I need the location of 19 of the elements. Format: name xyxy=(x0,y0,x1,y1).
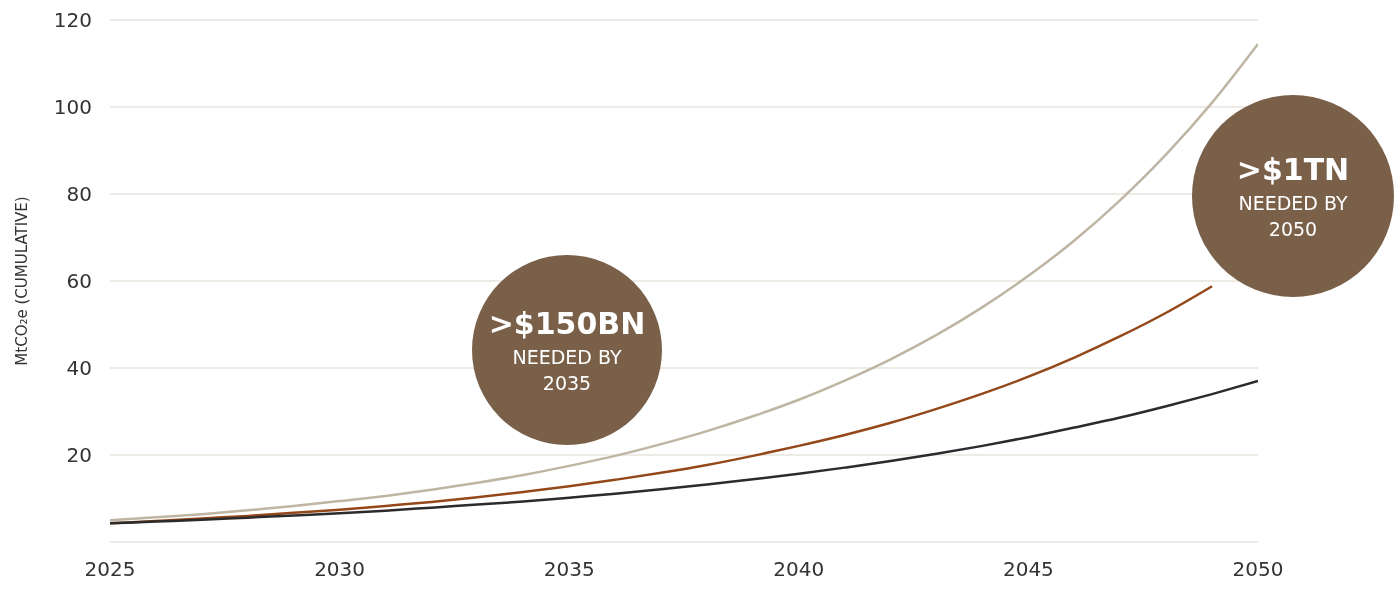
circle-badge: >$150BN NEEDED BY 2035 xyxy=(472,255,662,445)
y-tick-label: 80 xyxy=(66,182,92,207)
y-axis-title: MtCO₂e (CUMULATIVE) xyxy=(13,196,32,366)
annotation: >$150BN xyxy=(488,305,646,343)
annotation: >$1TN xyxy=(1236,151,1350,189)
x-tick-label: 2040 xyxy=(773,557,825,582)
x-tick-label: 2030 xyxy=(314,557,366,582)
x-tick-label: 2025 xyxy=(84,557,136,582)
annotation: NEEDED BY 2035 xyxy=(511,345,623,396)
x-tick-label: 2045 xyxy=(1002,557,1054,582)
annotation: NEEDED BY 2050 xyxy=(1237,191,1349,242)
x-tick-label: 2050 xyxy=(1232,557,1284,582)
y-tick-label: 120 xyxy=(53,8,92,33)
x-tick-label: 2035 xyxy=(543,557,595,582)
y-tick-label: 40 xyxy=(66,356,92,381)
y-tick-label: 100 xyxy=(53,95,92,120)
circle-badge: >$1TN NEEDED BY 2050 xyxy=(1192,95,1394,297)
y-tick-label: 60 xyxy=(66,269,92,294)
y-tick-label: 20 xyxy=(66,443,92,468)
